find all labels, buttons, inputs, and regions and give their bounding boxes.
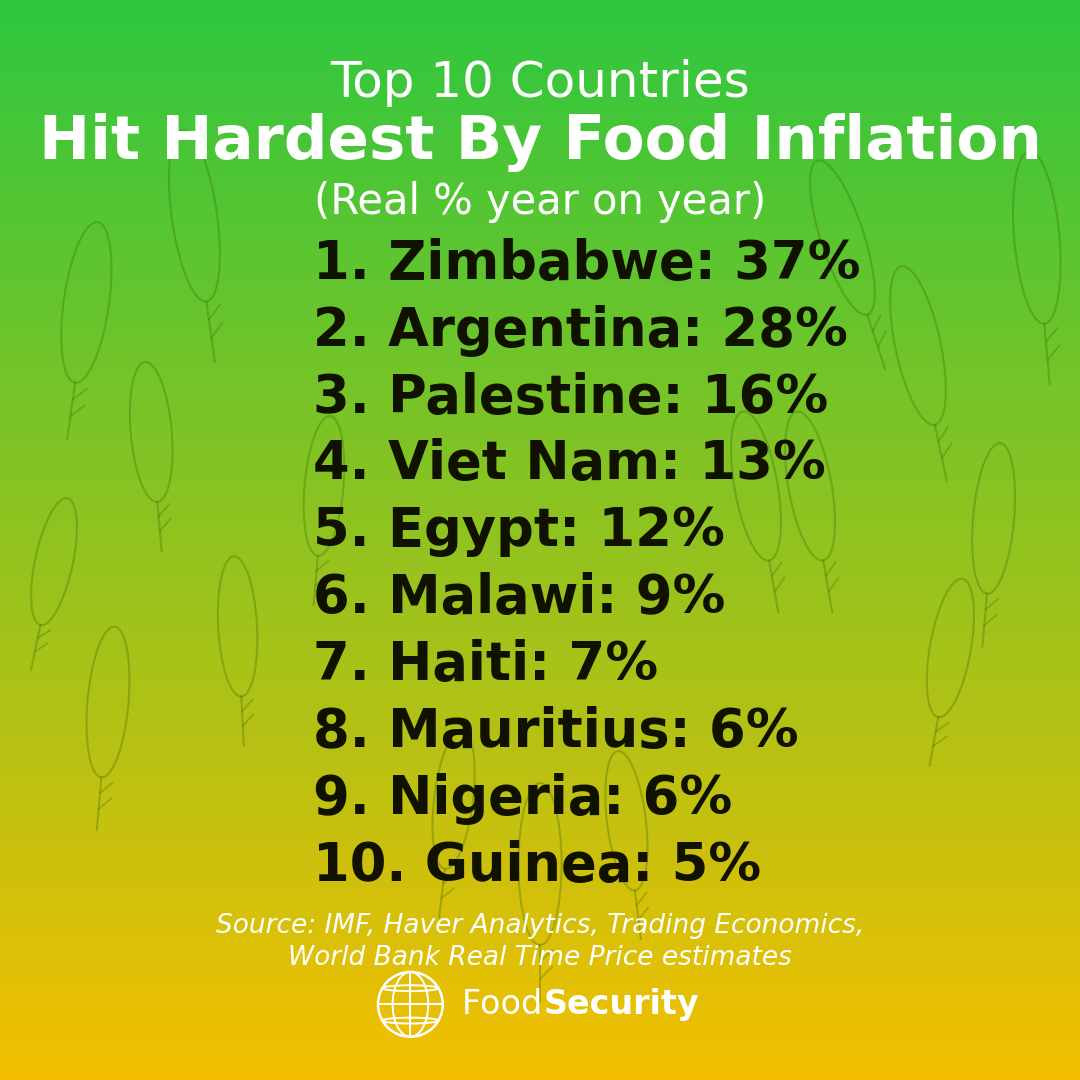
Text: Source: IMF, Haver Analytics, Trading Economics,: Source: IMF, Haver Analytics, Trading Ec… — [216, 913, 864, 939]
Text: Security: Security — [543, 988, 699, 1021]
Text: Hit Hardest By Food Inflation: Hit Hardest By Food Inflation — [39, 113, 1041, 173]
Text: 7. Haiti: 7%: 7. Haiti: 7% — [313, 639, 659, 691]
Text: 9. Nigeria: 6%: 9. Nigeria: 6% — [313, 773, 732, 825]
Text: 5. Egypt: 12%: 5. Egypt: 12% — [313, 505, 725, 557]
Text: World Bank Real Time Price estimates: World Bank Real Time Price estimates — [288, 945, 792, 971]
Text: 8. Mauritius: 6%: 8. Mauritius: 6% — [313, 706, 799, 758]
Text: 1. Zimbabwe: 37%: 1. Zimbabwe: 37% — [313, 238, 861, 289]
Text: 10. Guinea: 5%: 10. Guinea: 5% — [313, 840, 761, 892]
Text: Top 10 Countries: Top 10 Countries — [330, 59, 750, 107]
Text: (Real % year on year): (Real % year on year) — [314, 181, 766, 224]
Text: 6. Malawi: 9%: 6. Malawi: 9% — [313, 572, 726, 624]
Text: 2. Argentina: 28%: 2. Argentina: 28% — [313, 305, 848, 356]
Text: 3. Palestine: 16%: 3. Palestine: 16% — [313, 372, 828, 423]
Text: 4. Viet Nam: 13%: 4. Viet Nam: 13% — [313, 438, 826, 490]
Text: Food: Food — [462, 988, 553, 1021]
